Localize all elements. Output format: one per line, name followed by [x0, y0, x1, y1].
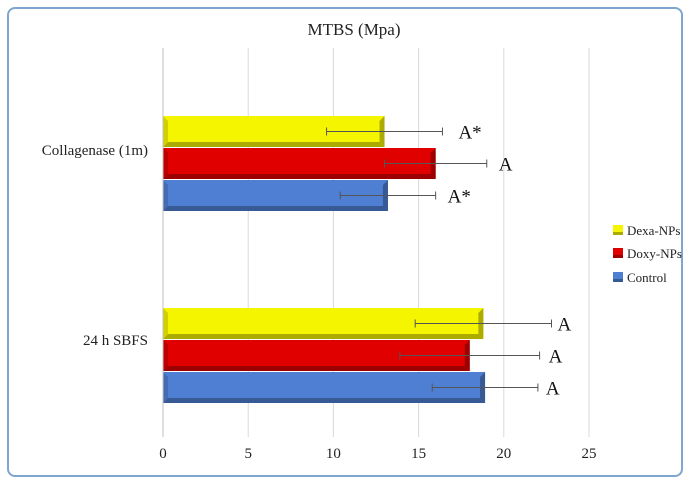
bar-bevel-bottom [163, 142, 385, 147]
legend-swatch-shade [613, 232, 623, 235]
bar-control-0: A* [163, 180, 471, 211]
x-tick-label-10: 10 [326, 446, 341, 462]
bar-bevel-left [163, 180, 168, 211]
category-label-0: Collagenase (1m) [42, 143, 148, 159]
bar-doxy-nps-1: A [163, 340, 563, 371]
axis: 0 5 10 15 20 25 Collagenase (1m) 24 h SBFS [42, 48, 597, 462]
legend-swatch [613, 225, 623, 235]
legend-entry-control: Control [613, 270, 667, 285]
x-tick-label-5: 5 [244, 446, 252, 462]
bar-chart: MTBS (Mpa) A*AA*AAA 0 5 10 15 20 25Collagenas… [42, 20, 682, 462]
x-tick-label-0: 0 [159, 446, 167, 462]
legend-entry-dexa-nps: Dexa-NPs [613, 223, 680, 238]
x-tick-label-20: 20 [496, 446, 511, 462]
legend-label: Control [627, 270, 667, 285]
data-label: A [549, 347, 563, 368]
bar-bevel-bottom [163, 174, 436, 179]
bar-bevel-left [163, 340, 168, 371]
bar-bevel-bottom [163, 206, 388, 211]
data-label: A [546, 379, 560, 400]
legend-swatch-shade [613, 255, 623, 258]
legend-label: Dexa-NPs [627, 223, 680, 238]
bars: A*AA*AAA [163, 116, 572, 403]
legend: Dexa-NPs Doxy-NPs Control [613, 223, 682, 285]
chart-title: MTBS (Mpa) [307, 20, 400, 39]
bar-dexa-nps-1: A [163, 308, 572, 339]
bar-control-1: A [163, 372, 560, 403]
bar-bevel-bottom [163, 334, 484, 339]
bar-bevel-left [163, 148, 168, 179]
data-label: A* [458, 123, 481, 144]
bar-bevel-left [163, 116, 168, 147]
bar-bevel-bottom [163, 398, 486, 403]
bar-doxy-nps-0: A [163, 148, 513, 179]
legend-swatch [613, 248, 623, 258]
bar-bevel-left [163, 372, 168, 403]
bar-face [163, 372, 486, 403]
legend-entry-doxy-nps: Doxy-NPs [613, 246, 682, 261]
x-tick-label-15: 15 [411, 446, 426, 462]
data-label: A* [448, 187, 471, 208]
legend-label: Doxy-NPs [627, 246, 682, 261]
bar-bevel-left [163, 308, 168, 339]
legend-swatch [613, 272, 623, 282]
data-label: A [558, 315, 572, 336]
bar-dexa-nps-0: A* [163, 116, 482, 147]
bar-bevel-bottom [163, 366, 470, 371]
x-tick-label-25: 25 [582, 446, 597, 462]
data-label: A [499, 155, 513, 176]
category-label-1: 24 h SBFS [83, 333, 148, 349]
legend-swatch-shade [613, 279, 623, 282]
